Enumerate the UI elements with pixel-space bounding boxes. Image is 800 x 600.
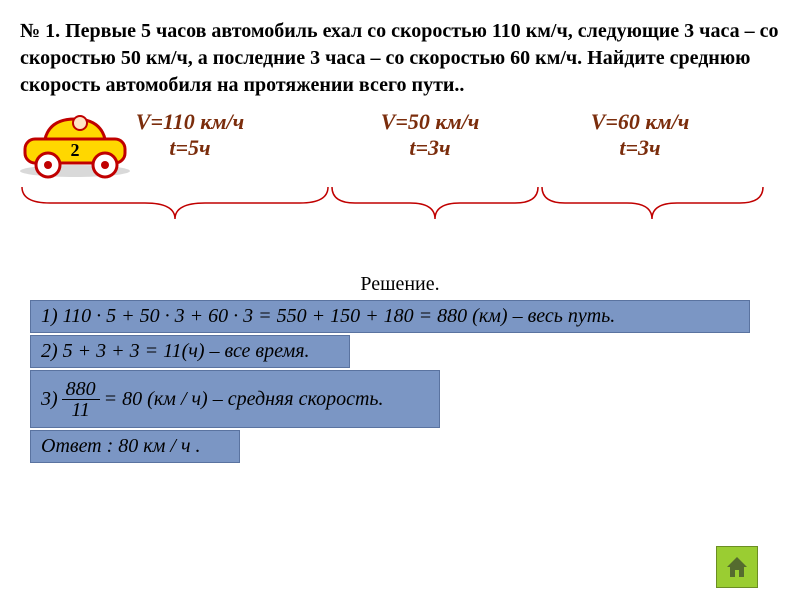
problem-number: № 1. xyxy=(20,20,60,42)
step-3-suffix: = 80 (км / ч) – средняя скорость. xyxy=(104,388,384,411)
segment-3-t: t=3ч xyxy=(540,135,740,161)
step-3-fraction: 880 11 xyxy=(62,379,100,420)
problem-body: Первые 5 часов автомобиль ехал со скорос… xyxy=(20,20,778,96)
step-1: 1) 110 · 5 + 50 · 3 + 60 · 3 = 550 + 150… xyxy=(30,300,750,333)
solution-steps: 1) 110 · 5 + 50 · 3 + 60 · 3 = 550 + 150… xyxy=(0,300,800,465)
segment-2-label: V=50 км/ч t=3ч xyxy=(330,109,530,161)
step-3: 3) 880 11 = 80 (км / ч) – средняя скорос… xyxy=(30,370,440,428)
problem-statement: № 1. Первые 5 часов автомобиль ехал со с… xyxy=(0,0,800,99)
brace-3 xyxy=(540,185,765,225)
segment-1-t: t=5ч xyxy=(60,135,320,161)
brace-2 xyxy=(330,185,540,225)
solution-heading: Решение. xyxy=(0,273,800,296)
step-3-denominator: 11 xyxy=(67,400,94,420)
segment-1-v: V=110 км/ч xyxy=(136,109,244,134)
step-2: 2) 5 + 3 + 3 = 11(ч) – все время. xyxy=(30,335,350,368)
segment-3-label: V=60 км/ч t=3ч xyxy=(540,109,740,161)
home-button[interactable] xyxy=(716,546,758,588)
segment-3-v: V=60 км/ч xyxy=(591,109,690,134)
answer-box: Ответ : 80 км / ч . xyxy=(30,430,240,463)
journey-diagram: 2 V=110 км/ч t=5ч V=50 км/ч t=3ч V=60 км… xyxy=(0,107,800,227)
step-3-prefix: 3) xyxy=(41,388,58,411)
step-3-numerator: 880 xyxy=(62,379,100,400)
segment-2-t: t=3ч xyxy=(330,135,530,161)
segment-2-v: V=50 км/ч xyxy=(381,109,480,134)
segment-1-label: V=110 км/ч t=5ч xyxy=(60,109,320,161)
brace-1 xyxy=(20,185,330,225)
home-icon xyxy=(723,553,751,581)
